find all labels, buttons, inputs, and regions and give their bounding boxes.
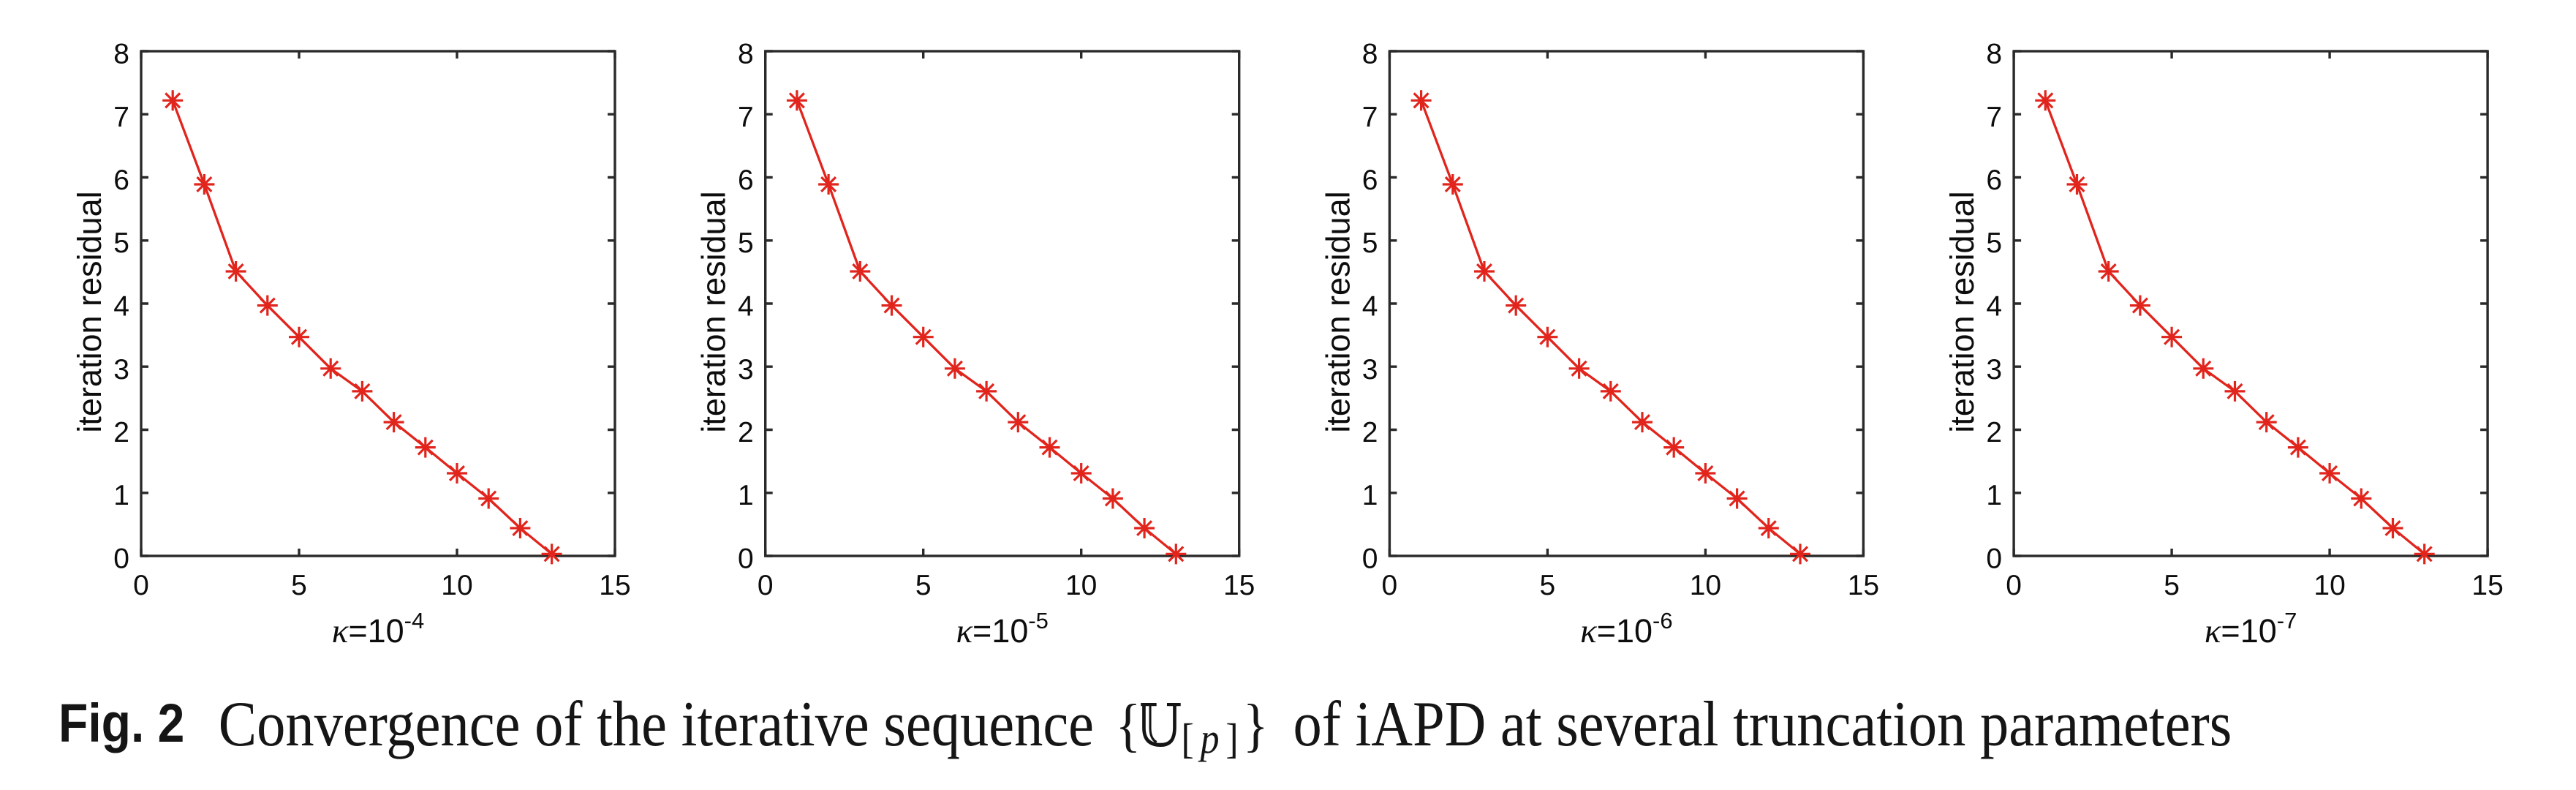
svg-text:7: 7 bbox=[1362, 102, 1378, 133]
svg-text:8: 8 bbox=[1986, 39, 2002, 70]
svg-text:6: 6 bbox=[113, 165, 129, 196]
svg-text:10: 10 bbox=[1690, 570, 1721, 601]
svg-text:2: 2 bbox=[113, 417, 129, 448]
svg-text:7: 7 bbox=[113, 102, 129, 133]
svg-text:15: 15 bbox=[1223, 570, 1255, 601]
svg-text:8: 8 bbox=[113, 39, 129, 70]
svg-text:0: 0 bbox=[738, 543, 754, 575]
svg-text:2: 2 bbox=[1986, 417, 2002, 448]
svg-text:8: 8 bbox=[1362, 39, 1378, 70]
svg-text:0: 0 bbox=[133, 570, 149, 601]
svg-text:1: 1 bbox=[1362, 480, 1378, 511]
svg-text:7: 7 bbox=[1986, 102, 2002, 133]
svg-text:4: 4 bbox=[113, 291, 129, 323]
svg-text:5: 5 bbox=[2164, 570, 2180, 601]
svg-text:2: 2 bbox=[738, 417, 754, 448]
svg-text:1: 1 bbox=[738, 480, 754, 511]
svg-text:6: 6 bbox=[1362, 165, 1378, 196]
svg-text:κ=10-4: κ=10-4 bbox=[332, 608, 424, 650]
svg-text:3: 3 bbox=[738, 354, 754, 385]
svg-text:κ=10-7: κ=10-7 bbox=[2205, 608, 2297, 650]
svg-text:iteration residual: iteration residual bbox=[1944, 191, 1981, 432]
svg-text:iteration residual: iteration residual bbox=[71, 191, 108, 432]
svg-text:3: 3 bbox=[1362, 354, 1378, 385]
svg-text:15: 15 bbox=[2471, 570, 2503, 601]
svg-text:5: 5 bbox=[915, 570, 932, 601]
svg-text:0: 0 bbox=[2006, 570, 2022, 601]
svg-text:0: 0 bbox=[1362, 543, 1378, 575]
svg-text:0: 0 bbox=[758, 570, 774, 601]
svg-text:5: 5 bbox=[1362, 227, 1378, 259]
svg-text:6: 6 bbox=[738, 165, 754, 196]
svg-text:5: 5 bbox=[738, 227, 754, 259]
svg-text:κ=10-6: κ=10-6 bbox=[1580, 608, 1672, 650]
svg-text:iteration residual: iteration residual bbox=[695, 191, 733, 432]
svg-text:2: 2 bbox=[1362, 417, 1378, 448]
svg-text:0: 0 bbox=[1382, 570, 1398, 601]
svg-text:15: 15 bbox=[599, 570, 630, 601]
svg-text:0: 0 bbox=[113, 543, 129, 575]
svg-text:5: 5 bbox=[1540, 570, 1556, 601]
svg-text:1: 1 bbox=[113, 480, 129, 511]
svg-text:4: 4 bbox=[738, 291, 754, 323]
svg-text:iteration residual: iteration residual bbox=[1319, 191, 1356, 432]
svg-text:κ=10-5: κ=10-5 bbox=[956, 608, 1048, 650]
svg-text:4: 4 bbox=[1362, 291, 1378, 323]
svg-text:6: 6 bbox=[1986, 165, 2002, 196]
svg-text:10: 10 bbox=[441, 570, 472, 601]
svg-text:3: 3 bbox=[113, 354, 129, 385]
svg-text:10: 10 bbox=[1065, 570, 1097, 601]
svg-text:15: 15 bbox=[1848, 570, 1879, 601]
svg-text:10: 10 bbox=[2314, 570, 2345, 601]
svg-text:5: 5 bbox=[291, 570, 307, 601]
svg-text:7: 7 bbox=[738, 102, 754, 133]
svg-text:4: 4 bbox=[1986, 291, 2002, 323]
svg-text:8: 8 bbox=[738, 39, 754, 70]
svg-text:5: 5 bbox=[113, 227, 129, 259]
svg-text:3: 3 bbox=[1986, 354, 2002, 385]
svg-text:5: 5 bbox=[1986, 227, 2002, 259]
svg-text:0: 0 bbox=[1986, 543, 2002, 575]
svg-text:1: 1 bbox=[1986, 480, 2002, 511]
